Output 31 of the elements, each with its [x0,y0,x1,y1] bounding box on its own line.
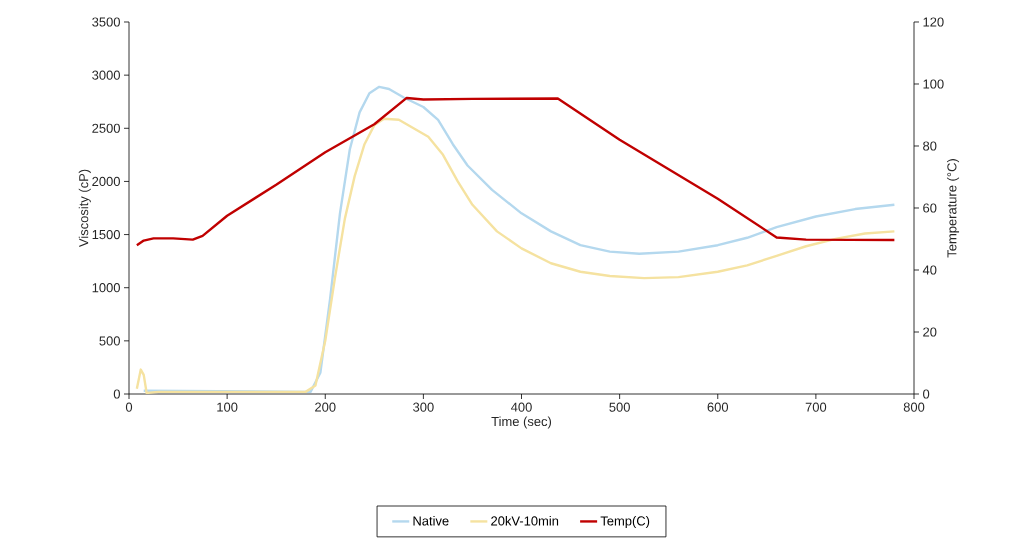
y2-tick-label: 80 [923,141,937,151]
x-tick-label: 300 [413,402,434,412]
line-series [135,96,896,247]
x-tick-label: 100 [217,402,238,412]
y-tick-label: 1000 [92,283,120,293]
y-tick-label: 2500 [92,123,120,133]
y2-tick-label: 40 [922,265,937,275]
y2-tick-label: 100 [923,79,944,89]
y2-axis-title: Temperature (°C) [946,159,960,258]
legend-label: Native [413,515,449,526]
x-tick-label: 600 [707,402,729,412]
x-tick-label: 700 [805,402,827,412]
y2-tick-label: 60 [923,203,937,213]
y2-tick-label: 0 [923,389,930,399]
y-tick-label: 1500 [92,229,120,240]
y-tick-label: 0 [113,389,120,399]
y2-tick-label: 120 [923,17,944,27]
x-tick-label: 800 [903,402,925,412]
y-tick-label: 2000 [92,176,120,187]
y-tick-label: 3000 [92,70,120,80]
y-tick-label: 3500 [92,17,120,27]
x-tick-label: 500 [609,402,630,412]
x-tick-label: 400 [511,402,532,412]
legend-label: 20kV-10min [491,515,559,526]
x-axis-title: Time (sec) [491,416,552,429]
y2-tick-label: 20 [923,327,937,337]
y-tick-label: 500 [99,336,120,346]
x-tick-label: 0 [125,402,133,412]
x-tick-label: 200 [315,402,336,412]
legend-label: Temp(C) [600,515,650,529]
y-axis-title: Viscosity (cP) [78,169,91,248]
